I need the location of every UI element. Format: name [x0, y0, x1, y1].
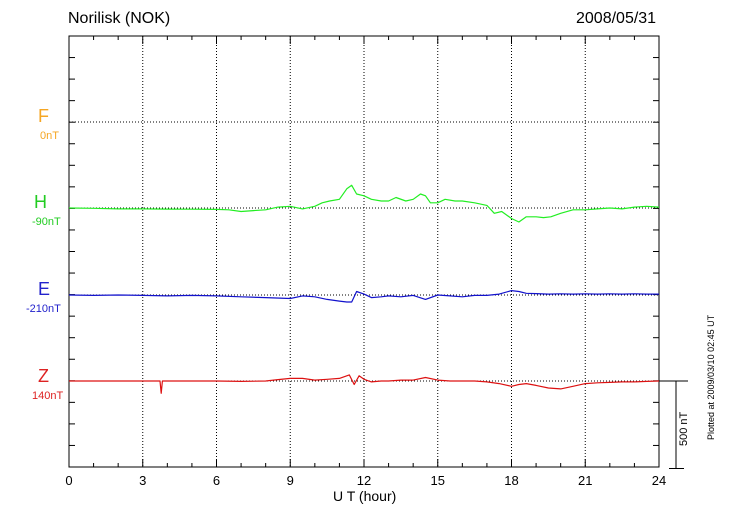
- component-h-baseline: -90nT: [32, 216, 61, 228]
- component-h-label: H: [34, 192, 47, 212]
- x-tick-label: 6: [213, 473, 220, 488]
- x-tick-labels: 0 3 6 9 12 15 18 21 24: [65, 473, 666, 488]
- series-lines: [68, 184, 660, 394]
- component-e-baseline: -210nT: [26, 303, 61, 315]
- x-tick-label: 24: [652, 473, 666, 488]
- x-tick-label: 18: [504, 473, 518, 488]
- x-tick-label: 3: [139, 473, 146, 488]
- x-tick-label: 0: [65, 473, 72, 488]
- component-f-baseline: 0nT: [40, 130, 59, 142]
- x-tick-label: 9: [287, 473, 294, 488]
- axis-ticks: [68, 36, 660, 467]
- station-title: Norilisk (NOK): [68, 10, 171, 27]
- component-z-baseline: 140nT: [32, 390, 64, 402]
- grid-lines: [69, 36, 659, 467]
- series-line-z: [69, 374, 660, 394]
- component-f-label: F: [38, 106, 49, 126]
- component-z-label: Z: [38, 366, 49, 386]
- series-line-h: [68, 184, 660, 223]
- x-tick-label: 21: [578, 473, 592, 488]
- x-axis-label: U T (hour): [333, 488, 397, 504]
- plot-date: 2008/05/31: [576, 10, 657, 27]
- component-e-label: E: [38, 279, 51, 299]
- x-tick-label: 15: [431, 473, 445, 488]
- x-tick-label: 12: [357, 473, 371, 488]
- series-line-e: [68, 290, 659, 303]
- scale-bar: [659, 380, 688, 469]
